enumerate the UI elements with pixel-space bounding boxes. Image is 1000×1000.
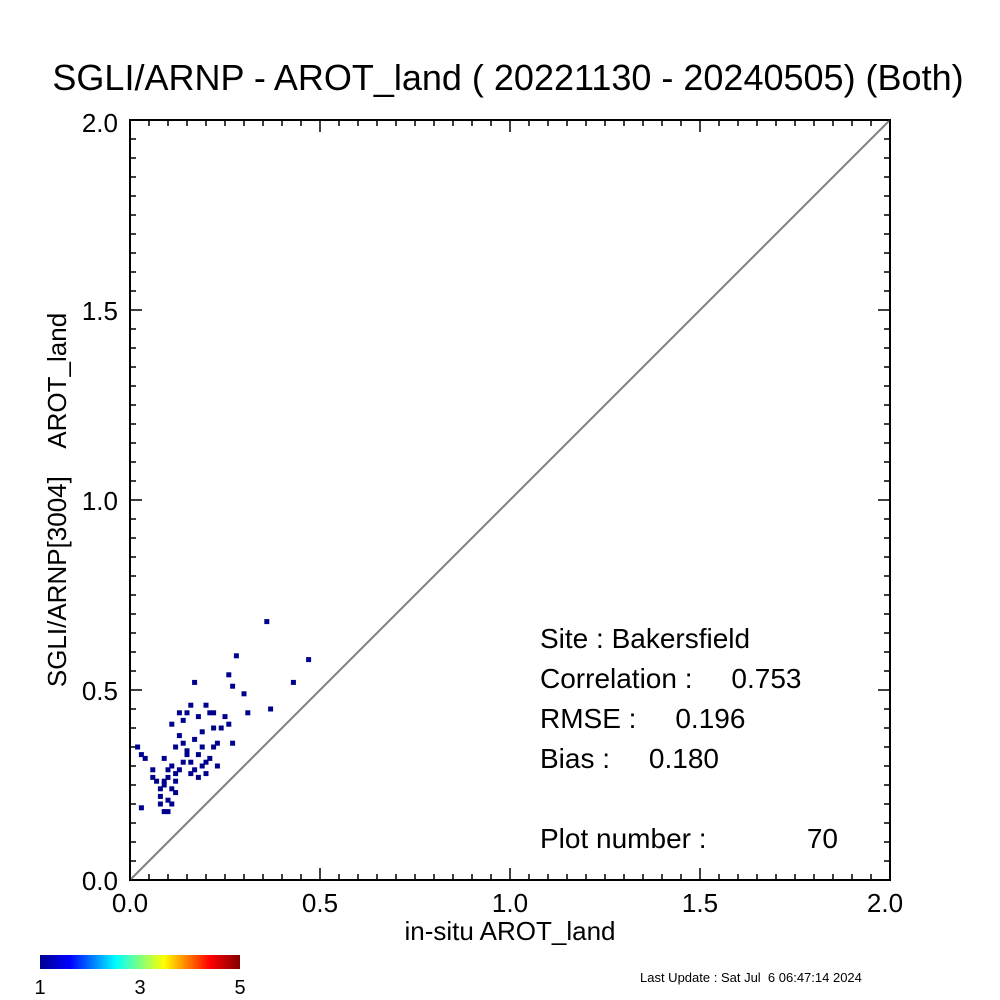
major-ticks [129,119,891,881]
data-point [211,725,217,731]
data-point [211,744,217,750]
chart-title: SGLI/ARNP - AROT_land ( 20221130 - 20240… [52,57,963,98]
data-point [188,771,194,777]
x-tick-label: 1.0 [492,888,528,918]
data-point [161,782,167,788]
data-point [188,759,194,765]
data-point [268,706,274,712]
colorbar [40,955,240,969]
data-point [157,793,163,799]
data-point [230,740,236,746]
data-point [233,653,239,659]
data-point [226,672,232,678]
data-point [176,767,182,773]
stat-site: Site : Bakersfield [540,623,750,654]
data-point [184,748,190,754]
one-to-one-line [129,119,891,881]
stat-bias: Bias : 0.180 [540,743,719,774]
data-point [184,752,190,758]
data-point [207,755,213,761]
data-point [203,771,209,777]
data-point [169,721,175,727]
data-point [180,717,186,723]
data-point [150,774,156,780]
data-point [165,767,171,773]
colorbar-tick-label: 5 [234,977,245,999]
data-point [211,710,217,716]
data-point [154,778,160,784]
stat-correlation: Correlation : 0.753 [540,663,801,694]
x-tick-label: 0.5 [302,888,338,918]
data-point [207,710,213,716]
data-point [184,710,190,716]
data-point [203,702,209,708]
data-points [135,619,312,815]
data-point [169,763,175,769]
data-point [138,752,144,758]
data-point [176,710,182,716]
data-point [218,725,224,731]
data-point [161,778,167,784]
data-point [214,763,220,769]
x-tick-label: 0.0 [112,888,148,918]
y-tick-label: 1.5 [82,296,118,326]
data-point [157,786,163,792]
data-point [165,774,171,780]
data-point [203,759,209,765]
data-point [199,729,205,735]
data-point [161,755,167,761]
data-point [199,763,205,769]
y-tick-label: 0.0 [82,866,118,896]
data-point [138,805,144,811]
data-point [226,721,232,727]
last-update-text: Last Update : Sat Jul 6 06:47:14 2024 [640,970,862,985]
data-point [192,679,198,685]
data-point [157,801,163,807]
data-point [230,683,236,689]
data-point [264,619,270,625]
data-point [180,759,186,765]
data-point [180,740,186,746]
y-axis-label: SGLI/ARNP[3004] AROT_land [42,313,72,687]
x-tick-label: 2.0 [867,888,903,918]
data-point [241,691,247,697]
data-point [169,801,175,807]
data-point [173,790,179,796]
y-tick-label: 1.0 [82,486,118,516]
minor-ticks [130,120,890,880]
data-point [173,778,179,784]
x-tick-label: 1.5 [682,888,718,918]
data-point [199,744,205,750]
x-axis-label: in-situ AROT_land [405,916,616,946]
data-point [290,679,296,685]
data-point [150,767,156,773]
data-point [173,744,179,750]
data-point [222,714,228,720]
data-point [176,733,182,739]
data-point [188,702,194,708]
data-point [169,786,175,792]
data-point [306,657,312,663]
data-point [161,809,167,815]
data-point [245,710,251,716]
stat-plot-number-label: Plot number : [540,823,707,854]
colorbar-tick-label: 1 [34,977,45,999]
data-point [192,767,198,773]
data-point [165,809,171,815]
data-point [195,752,201,758]
data-point [195,714,201,720]
data-point [165,797,171,803]
data-point [173,771,179,777]
data-point [195,774,201,780]
data-point [192,736,198,742]
stat-rmse: RMSE : 0.196 [540,703,745,734]
data-point [214,740,220,746]
y-tick-label: 2.0 [82,108,118,138]
stat-plot-number-value: 70 [807,823,838,854]
data-point [142,755,148,761]
y-tick-label: 0.5 [82,676,118,706]
colorbar-tick-label: 3 [134,977,145,999]
data-point [135,744,141,750]
